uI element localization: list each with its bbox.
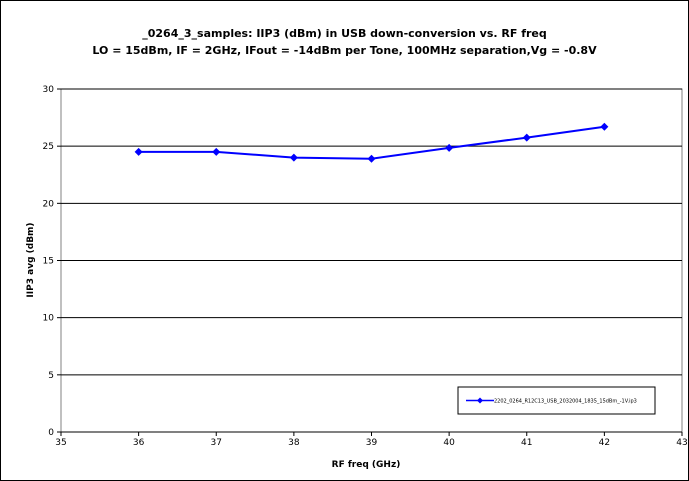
gridlines — [61, 88, 682, 433]
data-point-marker — [134, 147, 143, 156]
y-axis-label: IIP3 avg (dBm) — [26, 222, 36, 297]
legend: 2202_0264_R12C13_USB_2032004_1835_15dBm_… — [457, 386, 656, 415]
data-point-marker — [212, 147, 221, 156]
data-point-marker — [522, 133, 531, 142]
y-axis-ticks: 0 5 10 15 20 25 30 — [43, 85, 61, 438]
series-layer — [134, 122, 609, 163]
x-tick-label: 41 — [521, 438, 532, 448]
x-tick-label: 39 — [366, 438, 378, 448]
chart-title: _0264_3_samples: IIP3 (dBm) in USB down-… — [142, 27, 547, 40]
x-tick-label: 37 — [211, 438, 222, 448]
x-tick-label: 38 — [288, 438, 300, 448]
y-tick-label: 0 — [48, 428, 54, 438]
data-point-marker — [445, 143, 454, 152]
plot-area: 0 5 10 15 20 25 30 35 36 37 38 39 40 41 42 43 — [43, 85, 688, 448]
legend-marker-swatch — [477, 397, 483, 404]
x-tick-label: 35 — [55, 438, 66, 448]
x-axis-ticks: 35 36 37 38 39 40 41 42 43 — [55, 432, 688, 448]
y-tick-label: 25 — [43, 142, 54, 152]
y-tick-label: 15 — [43, 257, 54, 267]
chart-subtitle: LO = 15dBm, IF = 2GHz, IFout = -14dBm pe… — [92, 44, 597, 57]
data-point-marker — [289, 153, 298, 162]
data-point-marker — [367, 154, 376, 163]
x-tick-label: 43 — [676, 438, 687, 448]
x-tick-label: 42 — [599, 438, 610, 448]
data-point-marker — [600, 122, 609, 131]
x-tick-label: 40 — [443, 438, 455, 448]
y-tick-label: 20 — [43, 199, 55, 209]
legend-entry-label: 2202_0264_R12C13_USB_2032004_1835_15dBm_… — [494, 399, 637, 405]
x-axis-label: RF freq (GHz) — [332, 460, 401, 470]
x-tick-label: 36 — [133, 438, 145, 448]
y-tick-label: 30 — [43, 85, 55, 95]
y-tick-label: 5 — [48, 371, 54, 381]
y-tick-label: 10 — [43, 314, 55, 324]
